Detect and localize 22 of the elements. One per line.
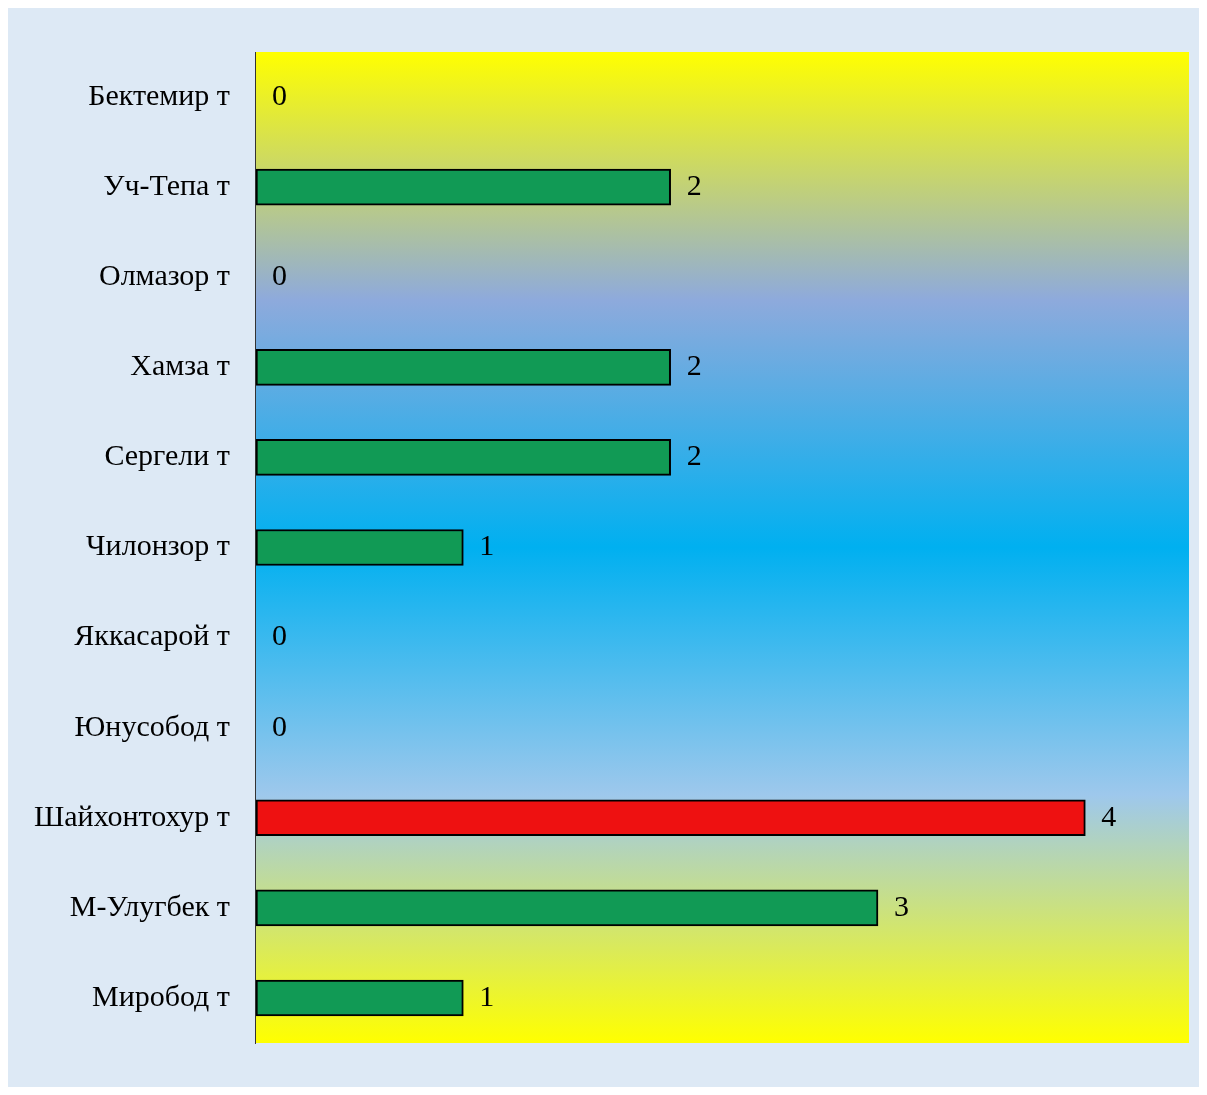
y-tick-label: Бектемир т <box>88 77 230 111</box>
data-label: 0 <box>271 77 287 111</box>
data-label: 2 <box>686 438 702 472</box>
y-tick-label: Уч-Тепа т <box>103 168 230 202</box>
y-tick-label: Хамза т <box>130 348 230 382</box>
data-label: 0 <box>271 708 287 742</box>
y-tick-label: Миробод т <box>91 978 230 1012</box>
y-tick-label: Шайхонтохур т <box>34 798 230 832</box>
y-tick-label: Олмазор т <box>98 258 230 292</box>
data-label: 1 <box>479 528 495 562</box>
y-tick-label: М-Улугбек т <box>69 888 230 922</box>
data-label: 3 <box>893 888 909 922</box>
data-label: 0 <box>271 258 287 292</box>
y-tick-label: Яккасарой т <box>74 618 230 652</box>
data-label: 0 <box>271 618 287 652</box>
y-tick-label: Сергели т <box>104 438 230 472</box>
data-label: 2 <box>686 168 702 202</box>
data-label: 1 <box>479 978 495 1012</box>
y-tick-label: Чилонзор т <box>86 528 230 562</box>
data-label: 4 <box>1101 798 1117 832</box>
data-label: 2 <box>686 348 702 382</box>
y-tick-label: Юнусобод т <box>74 708 230 742</box>
